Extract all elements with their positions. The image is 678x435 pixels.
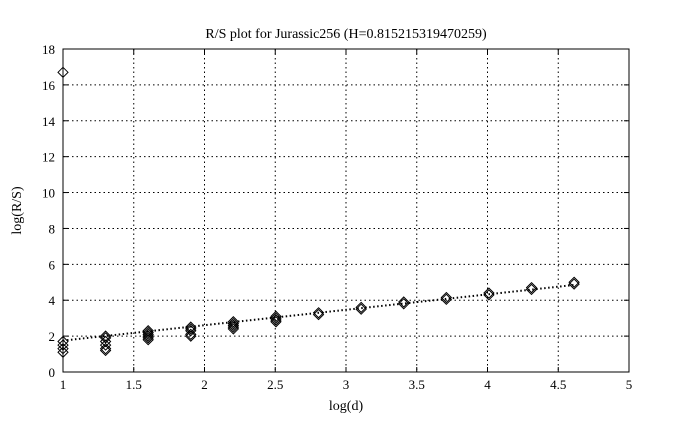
data-point <box>525 283 538 296</box>
data-point <box>525 281 538 294</box>
data-point <box>99 335 112 348</box>
x-tick-label: 5 <box>626 377 633 392</box>
fit-line <box>62 283 575 342</box>
data-point <box>312 307 325 319</box>
data-point <box>483 287 495 299</box>
data-point <box>227 321 240 333</box>
x-tick-label: 2 <box>201 377 208 392</box>
x-axis-label: log(d) <box>329 399 364 414</box>
data-point <box>270 310 282 323</box>
x-tick-label: 1.5 <box>126 377 142 392</box>
data-point <box>57 335 69 348</box>
x-tick-label: 3 <box>343 377 350 392</box>
y-tick-label: 16 <box>42 78 56 93</box>
x-tick-label: 4 <box>484 377 491 392</box>
data-point <box>142 330 154 342</box>
y-tick-label: 18 <box>42 42 55 57</box>
data-points <box>57 66 580 358</box>
data-point <box>185 323 197 335</box>
data-point <box>185 325 197 337</box>
data-point <box>270 312 282 324</box>
data-point <box>568 278 580 290</box>
y-axis-label: log(R/S) <box>10 186 25 235</box>
chart-title: R/S plot for Jurassic256 (H=0.8152153194… <box>205 27 487 42</box>
y-tick-label: 0 <box>49 365 56 380</box>
y-tick-label: 12 <box>42 150 55 165</box>
data-point <box>227 316 240 328</box>
data-point <box>99 339 112 351</box>
data-point <box>355 301 367 314</box>
data-point <box>227 317 240 330</box>
data-point <box>57 66 69 79</box>
data-point <box>355 303 367 315</box>
data-point <box>440 293 453 306</box>
data-point <box>142 333 154 346</box>
data-point <box>99 344 112 357</box>
data-point <box>99 342 112 355</box>
y-tick-label: 8 <box>49 221 56 236</box>
x-tick-label: 4.5 <box>550 377 566 392</box>
data-point <box>185 328 197 341</box>
y-tick-label: 2 <box>49 329 56 344</box>
x-tick-label: 2.5 <box>267 377 283 392</box>
data-point <box>185 321 197 333</box>
data-point <box>568 276 580 288</box>
y-tick-label: 4 <box>49 293 56 308</box>
data-point <box>142 326 154 339</box>
data-point <box>227 319 240 332</box>
data-point <box>99 330 112 342</box>
data-point <box>440 291 453 304</box>
data-point <box>398 296 410 308</box>
data-point <box>142 325 154 337</box>
ticks: 1 1.5 2 2.5 3 3.5 4 4.5 5 0 2 4 6 8 10 12 14 16 18 <box>42 42 632 392</box>
data-point <box>227 323 240 335</box>
data-point <box>312 308 325 321</box>
y-tick-label: 6 <box>49 257 56 272</box>
x-tick-label: 1 <box>60 377 67 392</box>
data-point <box>142 332 154 344</box>
data-point <box>142 328 154 341</box>
data-point <box>99 332 112 344</box>
data-point <box>185 330 197 342</box>
data-point <box>57 339 69 351</box>
y-tick-label: 10 <box>42 186 55 201</box>
y-tick-label: 14 <box>42 114 56 129</box>
data-point <box>57 346 69 358</box>
data-point <box>270 316 282 328</box>
data-point <box>270 314 282 326</box>
data-point <box>398 298 410 310</box>
x-tick-label: 3.5 <box>409 377 425 392</box>
fit-line-group <box>62 283 575 342</box>
data-point <box>483 289 495 301</box>
data-point <box>57 342 69 355</box>
